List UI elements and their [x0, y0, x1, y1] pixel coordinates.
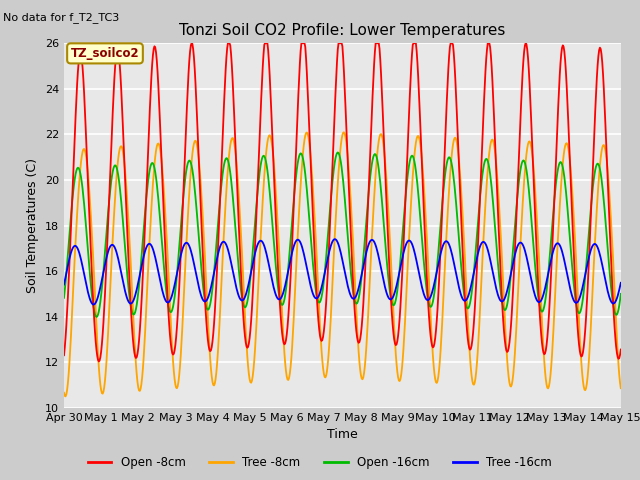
Legend: Open -8cm, Tree -8cm, Open -16cm, Tree -16cm: Open -8cm, Tree -8cm, Open -16cm, Tree -…: [83, 452, 557, 474]
Text: TZ_soilco2: TZ_soilco2: [70, 47, 140, 60]
Text: No data for f_T2_TC3: No data for f_T2_TC3: [3, 12, 120, 23]
Title: Tonzi Soil CO2 Profile: Lower Temperatures: Tonzi Soil CO2 Profile: Lower Temperatur…: [179, 23, 506, 38]
Y-axis label: Soil Temperatures (C): Soil Temperatures (C): [26, 158, 39, 293]
X-axis label: Time: Time: [327, 429, 358, 442]
